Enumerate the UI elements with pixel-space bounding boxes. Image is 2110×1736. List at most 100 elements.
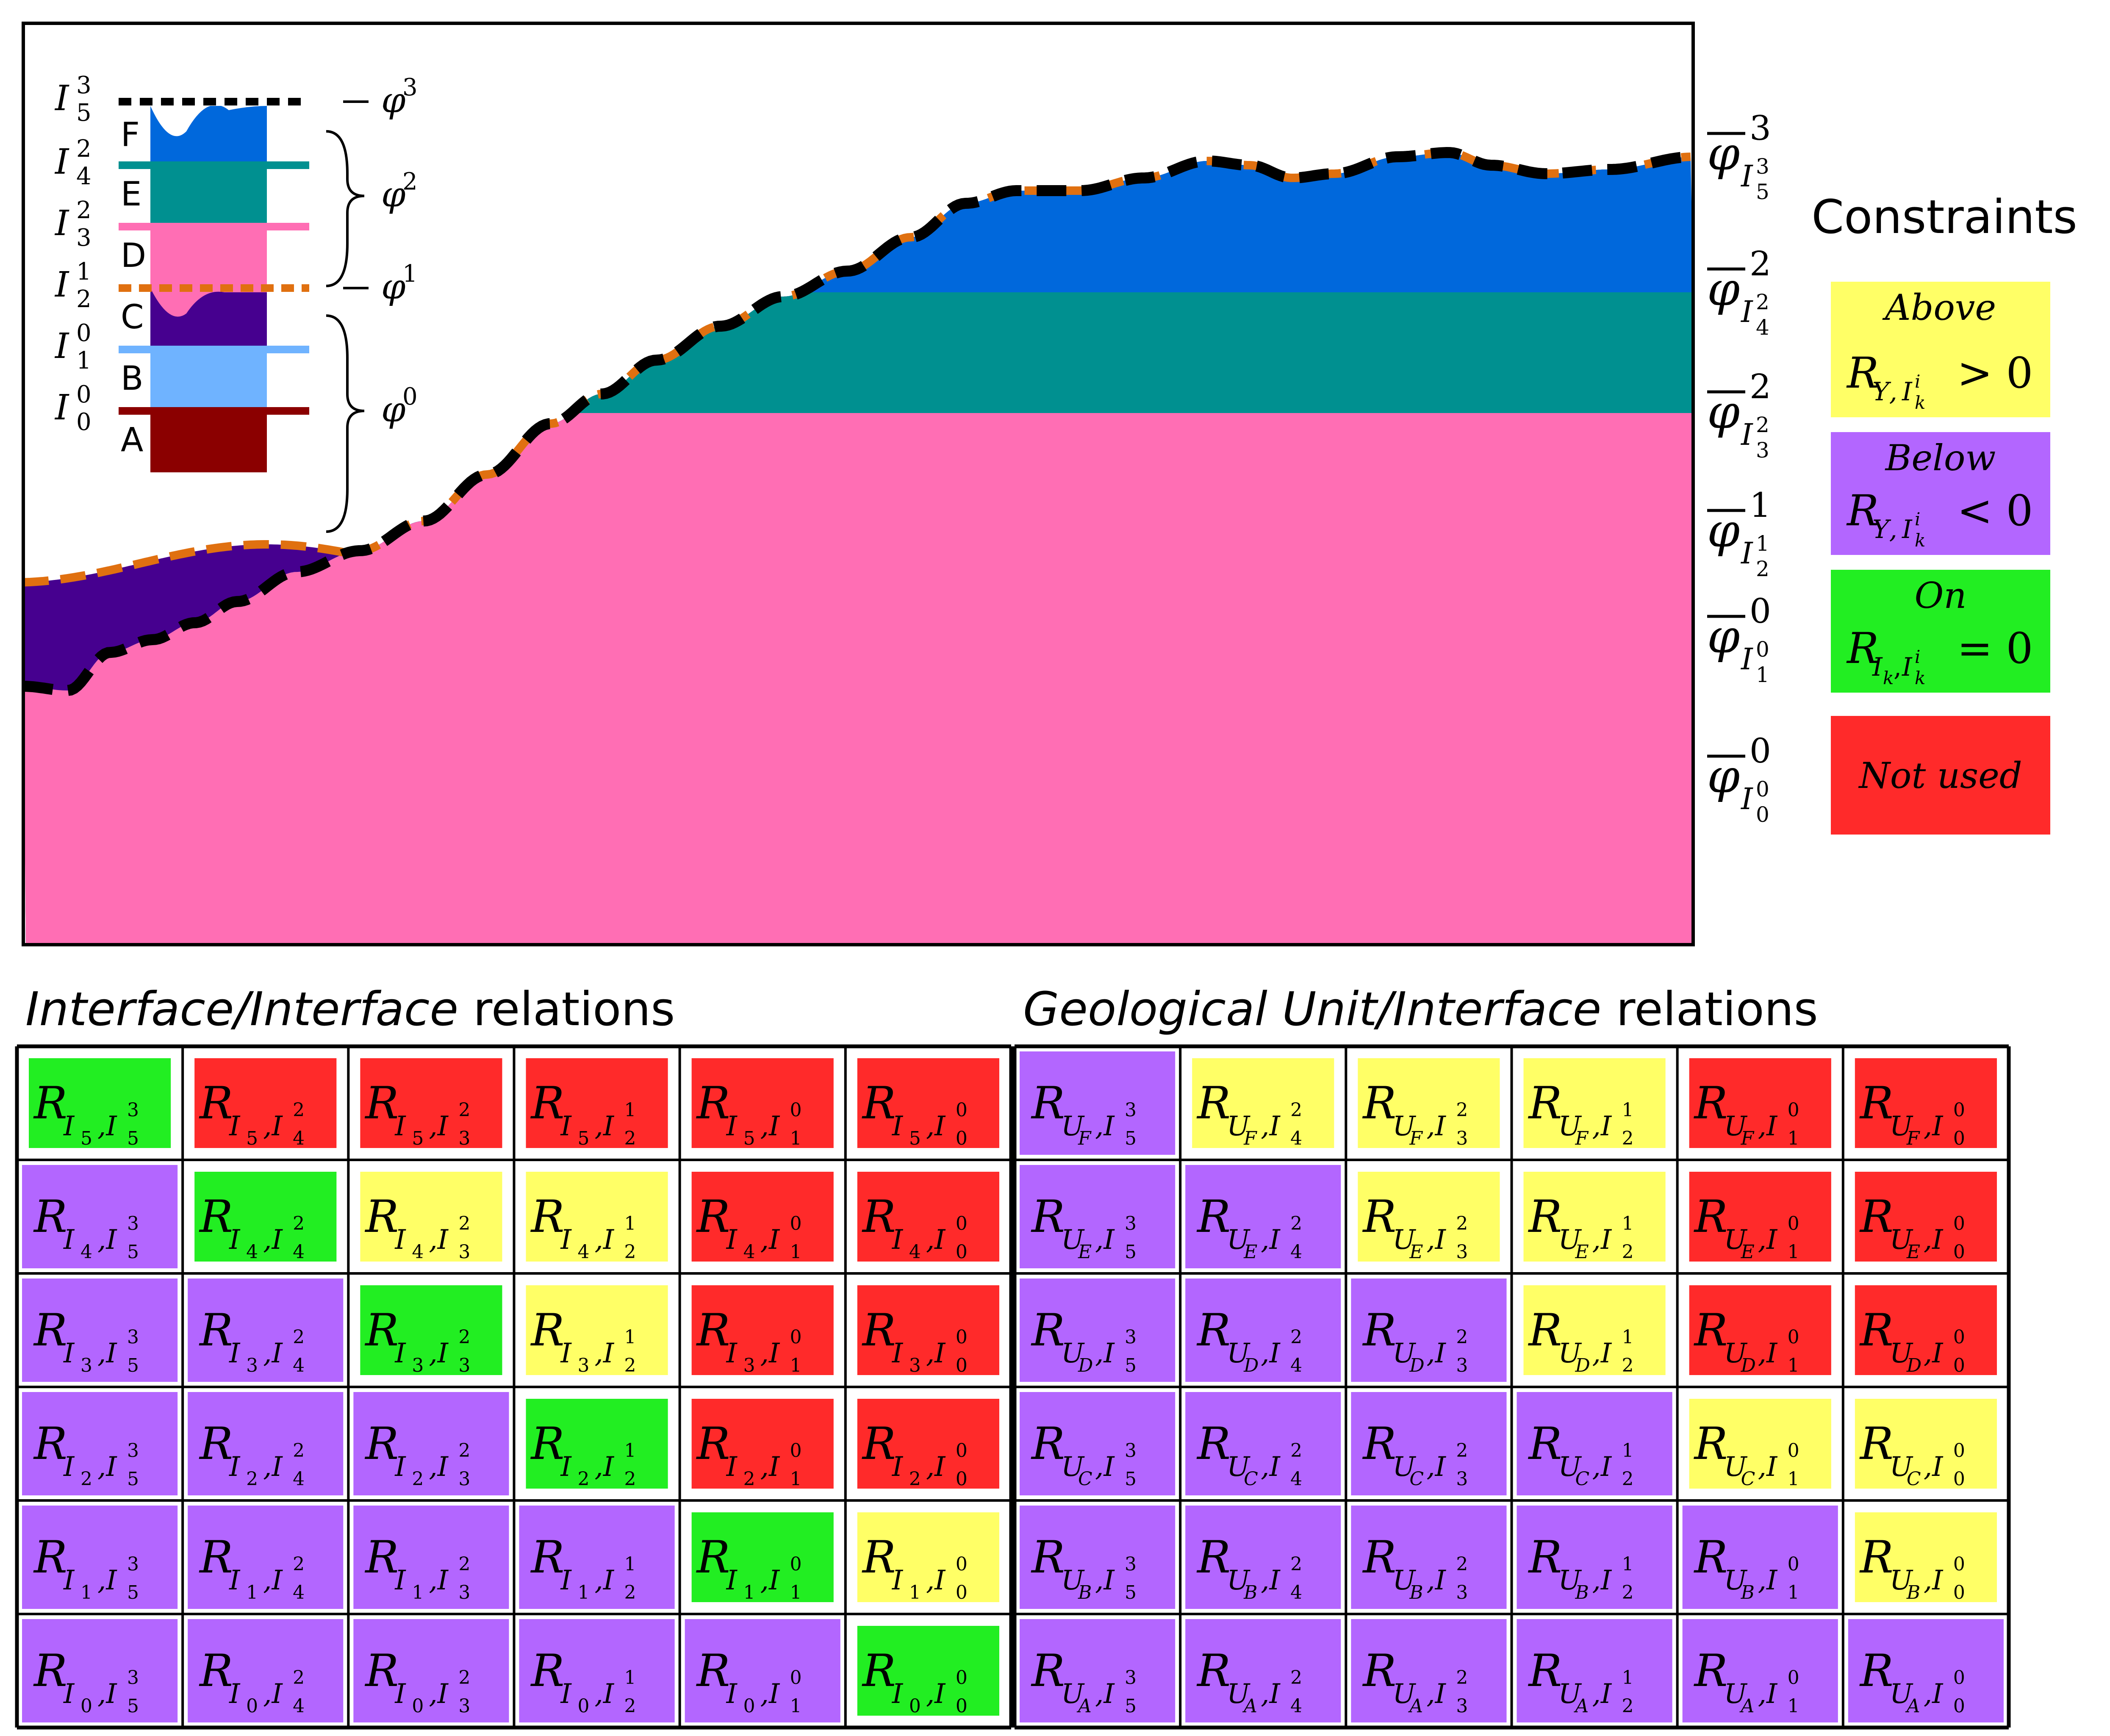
- svg-text:B: B: [1575, 1582, 1589, 1603]
- relation-cell: RI 2 ,I 32: [353, 1392, 509, 1495]
- relation-cell: RUD ,I 5 3: [1020, 1278, 1176, 1382]
- svg-text:2: 2: [293, 1440, 305, 1461]
- svg-text:,I: ,I: [926, 1565, 946, 1596]
- svg-text:2: 2: [1456, 1099, 1468, 1121]
- svg-text:R: R: [1196, 1418, 1231, 1470]
- svg-text:1: 1: [1622, 1553, 1634, 1575]
- interface-i5-3-line: [23, 147, 1691, 696]
- svg-text:R: R: [1362, 1304, 1396, 1356]
- svg-text:R: R: [1031, 1077, 1065, 1129]
- svg-text:2: 2: [458, 1667, 470, 1689]
- svg-text:R: R: [862, 1645, 896, 1697]
- svg-text:E: E: [1409, 1241, 1423, 1263]
- svg-text:I: I: [229, 1451, 241, 1483]
- svg-text:Υ,: Υ,: [1872, 377, 1897, 407]
- relation-cell: RI 5 ,I 3 2: [360, 1058, 502, 1149]
- right-potential-label: φ 1I 21: [1707, 485, 1771, 581]
- svg-text:R: R: [1846, 486, 1879, 535]
- svg-text:D: D: [1575, 1355, 1590, 1376]
- svg-text:2: 2: [293, 1213, 305, 1234]
- svg-text:B: B: [1243, 1582, 1257, 1603]
- svg-text:4: 4: [1290, 1695, 1302, 1717]
- svg-text:4: 4: [293, 1582, 305, 1603]
- svg-text:U: U: [1724, 1565, 1748, 1596]
- svg-text:R: R: [1528, 1304, 1562, 1356]
- svg-text:,I: ,I: [760, 1338, 780, 1369]
- svg-text:2: 2: [624, 1241, 636, 1263]
- svg-text:0: 0: [956, 1468, 968, 1490]
- svg-text:,I: ,I: [926, 1678, 946, 1710]
- svg-text:φ: φ: [381, 80, 406, 121]
- svg-text:U: U: [1227, 1451, 1250, 1483]
- svg-text:U: U: [1724, 1338, 1748, 1369]
- svg-text:U: U: [1724, 1678, 1748, 1710]
- column-unit-label: D: [121, 237, 146, 275]
- relation-cell: RUD ,I 4 2: [1185, 1278, 1341, 1382]
- svg-text:D: D: [1741, 1355, 1756, 1376]
- svg-text:2: 2: [1456, 1667, 1468, 1689]
- svg-text:k: k: [1915, 668, 1925, 688]
- svg-text:D: D: [1409, 1355, 1424, 1376]
- svg-text:R: R: [1694, 1077, 1728, 1129]
- relation-cell: RUB ,I 1 0: [1682, 1506, 1838, 1609]
- svg-text:0: 0: [956, 1667, 968, 1689]
- relation-cell: RI 3 ,I 0 0: [857, 1285, 999, 1376]
- svg-text:3: 3: [1456, 1128, 1468, 1149]
- svg-text:3: 3: [127, 1440, 139, 1461]
- relation-cell: RI 3 ,I 2 1: [526, 1285, 668, 1376]
- svg-text:U: U: [1061, 1451, 1085, 1483]
- svg-text:2: 2: [76, 286, 91, 313]
- column-unit-a: [150, 411, 267, 472]
- relation-cell: RI 3 ,I 1 0: [691, 1285, 834, 1376]
- svg-text:,I: ,I: [926, 1111, 946, 1142]
- svg-text:I: I: [726, 1338, 738, 1369]
- svg-text:,I: ,I: [1095, 1111, 1115, 1142]
- svg-text:3: 3: [127, 1326, 139, 1348]
- relation-cell: RUC ,I 4 2: [1185, 1392, 1341, 1495]
- section-frame: [22, 22, 1695, 946]
- svg-text:5: 5: [412, 1128, 424, 1149]
- svg-text:R: R: [696, 1191, 730, 1242]
- svg-text:3: 3: [76, 224, 91, 252]
- svg-text:1: 1: [1756, 663, 1769, 687]
- svg-text:I: I: [560, 1111, 572, 1142]
- svg-text:0: 0: [743, 1695, 755, 1717]
- svg-text:R: R: [696, 1531, 730, 1583]
- svg-text:,I: ,I: [1426, 1565, 1446, 1596]
- svg-text:φ: φ: [381, 267, 406, 307]
- svg-text:I: I: [63, 1111, 75, 1142]
- svg-text:I: I: [892, 1678, 904, 1710]
- svg-text:I: I: [54, 142, 69, 182]
- svg-text:0: 0: [1953, 1468, 1965, 1490]
- svg-text:,I: ,I: [595, 1451, 615, 1483]
- svg-text:F: F: [1575, 1128, 1589, 1149]
- svg-text:I: I: [560, 1224, 572, 1256]
- relation-cell: RI 4 ,I 1 0: [691, 1172, 834, 1263]
- svg-text:k: k: [1915, 530, 1925, 551]
- svg-text:3: 3: [1750, 108, 1771, 148]
- svg-text:,I: ,I: [263, 1224, 283, 1256]
- relation-cell: RUB ,I 5 3: [1020, 1506, 1176, 1609]
- svg-text:,I: ,I: [263, 1565, 283, 1596]
- relation-cell: RUC ,I 5 3: [1020, 1392, 1176, 1495]
- relation-cell: RI 5 ,I 0 0: [857, 1058, 999, 1149]
- right-potential-label: φ 2I 32: [1707, 367, 1771, 463]
- svg-text:i: i: [1915, 509, 1920, 530]
- svg-text:U: U: [1890, 1678, 1913, 1710]
- svg-text:R: R: [862, 1191, 896, 1242]
- svg-text:U: U: [1061, 1224, 1085, 1256]
- svg-text:2: 2: [402, 168, 418, 196]
- svg-text:4: 4: [1290, 1241, 1302, 1263]
- relation-cell: RUF ,I 3 2: [1358, 1058, 1500, 1149]
- svg-text:3: 3: [80, 1355, 92, 1376]
- svg-text:1: 1: [624, 1099, 636, 1121]
- svg-text:,: ,: [1894, 652, 1902, 682]
- svg-text:4: 4: [293, 1695, 305, 1717]
- svg-text:,I: ,I: [1095, 1678, 1115, 1710]
- legend-title: Constraints: [1811, 190, 2077, 244]
- relation-cell: RUF ,I 0 0: [1855, 1058, 1997, 1149]
- svg-text:1: 1: [790, 1355, 802, 1376]
- right-potential-label: φ 0I 00: [1707, 731, 1771, 827]
- svg-text:,I: ,I: [1592, 1678, 1612, 1710]
